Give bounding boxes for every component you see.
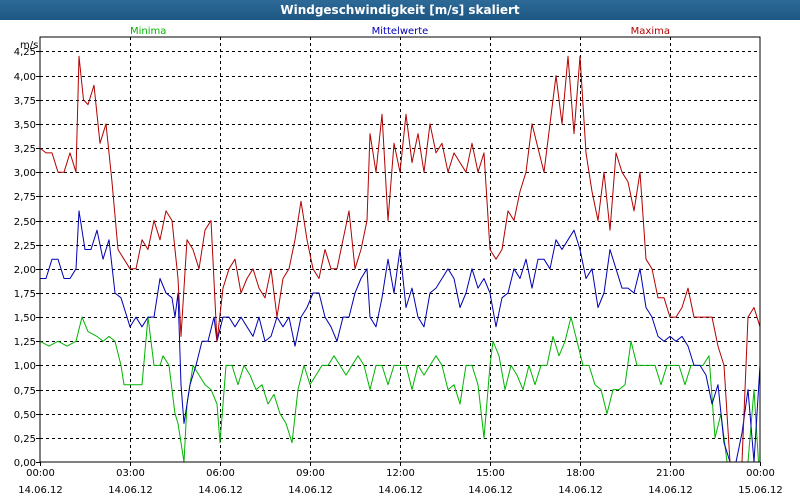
x-tick-time: 21:00 [656,468,685,479]
x-tick-date: 15.06.12 [738,485,783,496]
x-tick-date: 14.06.12 [378,485,423,496]
legend-mittelwerte: Mittelwerte [372,26,429,37]
legend-minima: Minima [130,26,166,37]
y-tick-label: 0,50 [14,410,36,421]
x-tick-time: 18:00 [566,468,595,479]
axis-layer: 0,00 0,25 0,50 0,75 1,00 1,25 1,50 1,75 2,00 2,25… [14,47,783,496]
y-tick-label: 0,25 [14,434,36,445]
y-tick-label: 3,50 [14,120,36,131]
x-tick-date: 14.06.12 [558,485,603,496]
y-tick-label: 2,50 [14,217,36,228]
x-tick-date: 14.06.12 [108,485,153,496]
legend: Minima Mittelwerte Maxima [130,26,670,37]
y-tick-label: 3,75 [14,96,36,107]
y-tick-label: 1,00 [14,361,36,372]
y-tick-label: 0,75 [14,386,36,397]
y-tick-label: 1,75 [14,289,36,300]
x-tick-date: 14.06.12 [288,485,333,496]
y-tick-label: 2,00 [14,265,36,276]
x-tick-time: 00:00 [746,468,775,479]
series-line-maxima [39,55,761,463]
chart-title: Windgeschwindigkeit [m/s] skaliert [0,0,800,20]
y-tick-label: 4,25 [14,47,36,58]
y-tick-label: 2,75 [14,192,36,203]
x-tick-time: 09:00 [296,468,325,479]
y-tick-label: 1,25 [14,337,36,348]
x-tick-date: 14.06.12 [18,485,63,496]
x-tick-date: 14.06.12 [648,485,693,496]
x-tick-time: 15:00 [476,468,505,479]
legend-maxima: Maxima [631,26,670,37]
x-tick-date: 14.06.12 [198,485,243,496]
y-tick-label: 2,25 [14,241,36,252]
series-line-mittelwerte [40,210,761,463]
series-line-minima [39,316,759,463]
y-tick-label: 4,00 [14,72,36,83]
y-axis-label: m/s [20,40,38,51]
chart-svg: 0,00 0,25 0,50 0,75 1,00 1,25 1,50 1,75 2,00 2,25… [0,20,800,500]
x-tick-time: 12:00 [386,468,415,479]
y-tick-label: 0,00 [14,458,36,469]
x-tick-time: 06:00 [206,468,235,479]
y-tick-label: 3,00 [14,168,36,179]
x-tick-time: 03:00 [116,468,145,479]
series-layer [39,55,761,463]
x-tick-time: 00:00 [26,468,55,479]
y-tick-label: 1,50 [14,313,36,324]
y-tick-label: 3,25 [14,144,36,155]
x-tick-date: 14.06.12 [468,485,513,496]
